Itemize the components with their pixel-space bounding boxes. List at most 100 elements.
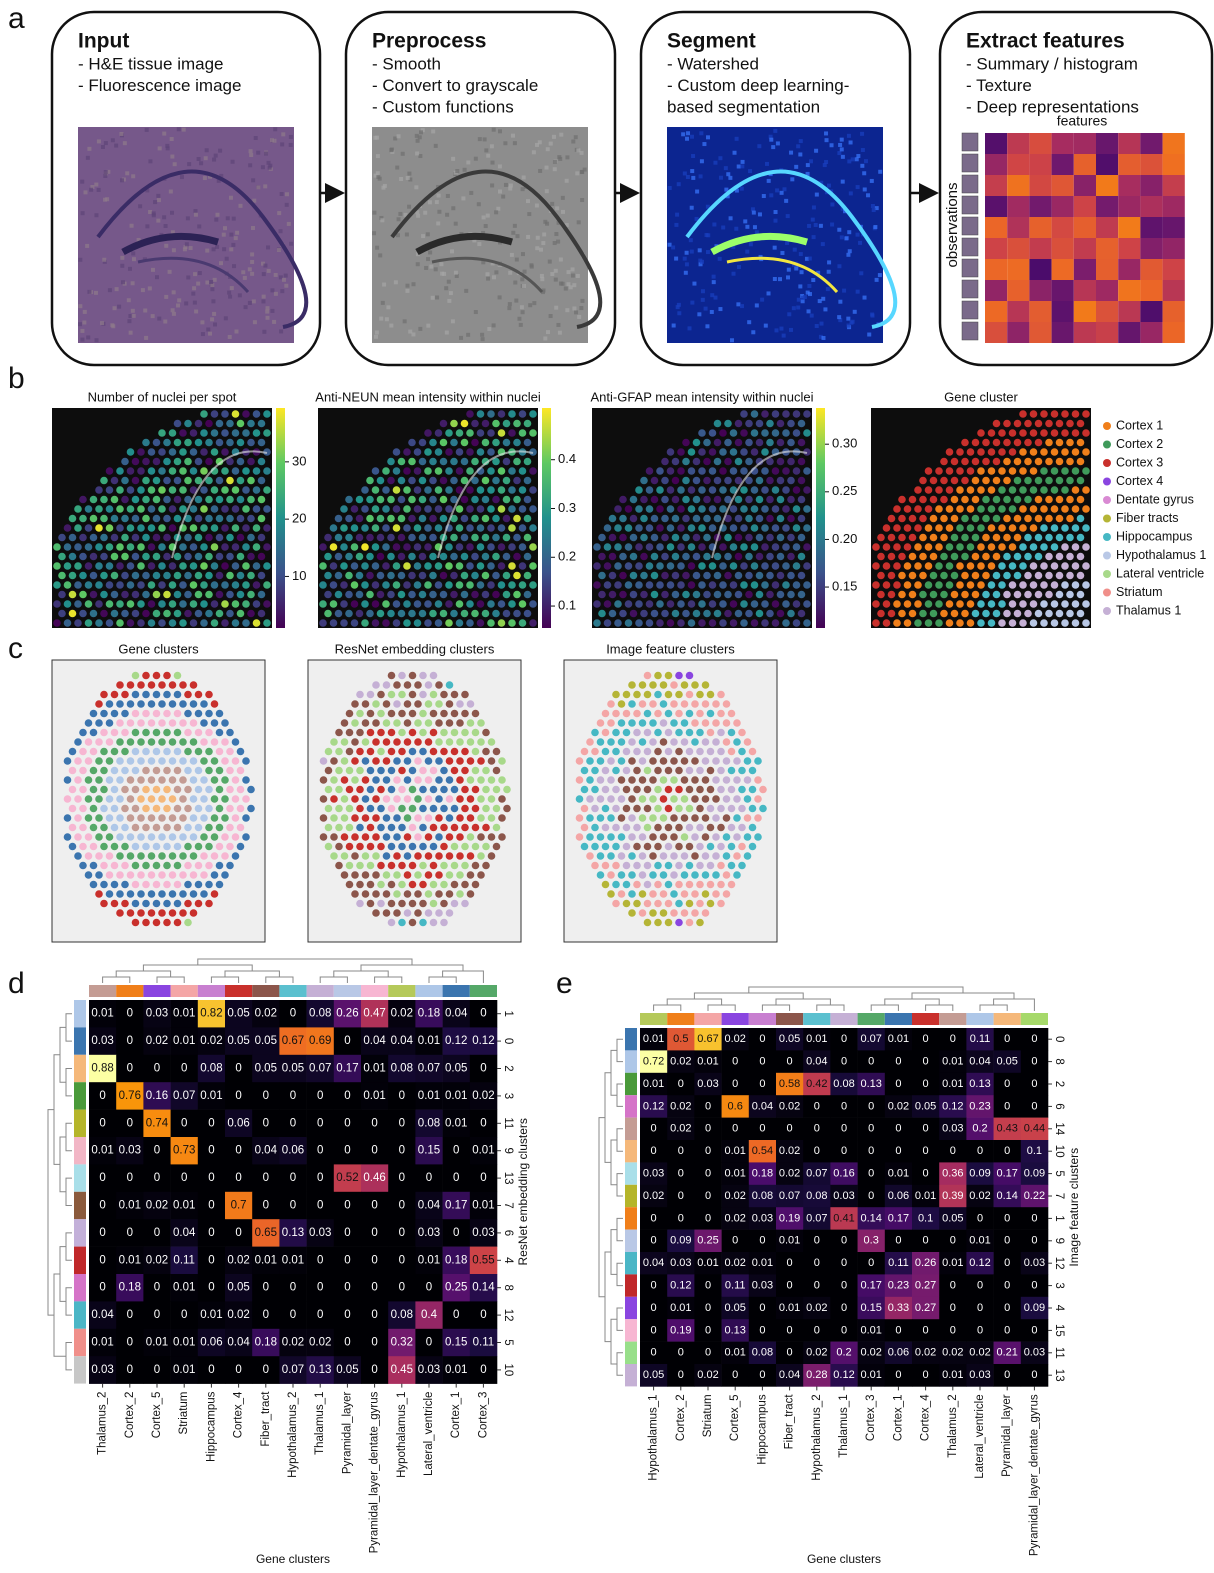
spot — [216, 496, 224, 504]
dendrogram — [66, 1233, 72, 1260]
spot — [477, 757, 485, 765]
spot — [482, 420, 490, 428]
spot — [751, 581, 759, 589]
spot — [216, 420, 224, 428]
column-label: Thalamus_2 — [97, 1392, 109, 1455]
spot — [100, 881, 108, 889]
spot — [951, 496, 959, 504]
cell-label: 0.02 — [942, 1347, 963, 1359]
spot — [488, 795, 496, 803]
image-texture — [528, 303, 532, 307]
spot — [100, 824, 108, 832]
spot — [446, 681, 454, 689]
spot — [451, 900, 459, 908]
spot — [649, 814, 657, 822]
spot — [1014, 610, 1022, 618]
image-texture — [104, 170, 108, 174]
spot — [169, 871, 177, 879]
spot — [425, 833, 433, 841]
spot — [232, 833, 240, 841]
spot — [467, 833, 475, 841]
spot — [998, 562, 1006, 570]
spot — [174, 748, 182, 756]
spot — [100, 572, 108, 580]
image-texture — [262, 295, 266, 299]
image-texture — [385, 317, 389, 321]
spot — [158, 833, 166, 841]
feature-cell — [1118, 259, 1140, 280]
cell-label: 0.05 — [227, 1008, 249, 1020]
spot — [132, 691, 140, 699]
spot — [403, 619, 411, 627]
spot — [618, 757, 626, 765]
spot — [661, 458, 669, 466]
image-texture — [279, 229, 283, 233]
spot — [351, 619, 359, 627]
image-texture — [871, 204, 875, 208]
image-texture — [397, 217, 401, 221]
spot — [356, 862, 364, 870]
image-texture — [521, 310, 525, 314]
spot — [883, 543, 891, 551]
spot — [456, 505, 464, 513]
cell-label: 0 — [923, 1369, 929, 1381]
feature-cell — [1007, 133, 1029, 154]
cell-label: 0.04 — [779, 1369, 800, 1381]
spot — [712, 890, 720, 898]
spot — [467, 890, 475, 898]
image-texture — [782, 334, 786, 338]
cell-label: 0 — [705, 1324, 711, 1336]
spot — [429, 553, 437, 561]
spot — [909, 496, 917, 504]
image-texture — [156, 194, 160, 198]
spot — [656, 600, 664, 608]
spot — [654, 767, 662, 775]
spot — [877, 572, 885, 580]
spot — [258, 591, 266, 599]
cell-label: 0 — [263, 1309, 269, 1321]
spot — [598, 572, 606, 580]
spot — [667, 600, 675, 608]
image-texture — [376, 154, 380, 158]
spot — [232, 486, 240, 494]
image-texture — [437, 210, 441, 214]
spot — [158, 776, 166, 784]
cell-label: 0 — [923, 1168, 929, 1180]
spot — [930, 515, 938, 523]
spot — [377, 862, 385, 870]
spot — [137, 448, 145, 456]
spot — [142, 534, 150, 542]
spot — [221, 852, 229, 860]
image-texture — [507, 306, 511, 310]
spot — [200, 505, 208, 513]
cell-label: 0 — [127, 1172, 133, 1184]
cell-label: 0 — [127, 1227, 133, 1239]
spot — [320, 795, 328, 803]
image-texture — [764, 324, 768, 328]
dendrogram — [60, 1247, 66, 1302]
spot — [393, 776, 401, 784]
cell-label: 0.02 — [146, 1254, 168, 1266]
spot — [628, 738, 636, 746]
spot — [440, 919, 448, 927]
cell-label: 0 — [127, 1309, 133, 1321]
image-texture — [701, 289, 705, 293]
spot — [682, 477, 690, 485]
cell-label: 0 — [480, 1063, 486, 1075]
step-title: Segment — [667, 30, 756, 53]
spot — [633, 900, 641, 908]
spot — [195, 691, 203, 699]
spot — [383, 700, 391, 708]
spot — [398, 729, 406, 737]
spot — [132, 710, 140, 718]
spot — [717, 710, 725, 718]
spot — [237, 843, 245, 851]
image-texture — [520, 305, 524, 309]
spot — [967, 543, 975, 551]
spot — [709, 619, 717, 627]
spot — [179, 681, 187, 689]
step-item: - Watershed — [667, 54, 759, 73]
image-texture — [545, 166, 549, 170]
spot — [670, 890, 678, 898]
spot — [341, 833, 349, 841]
